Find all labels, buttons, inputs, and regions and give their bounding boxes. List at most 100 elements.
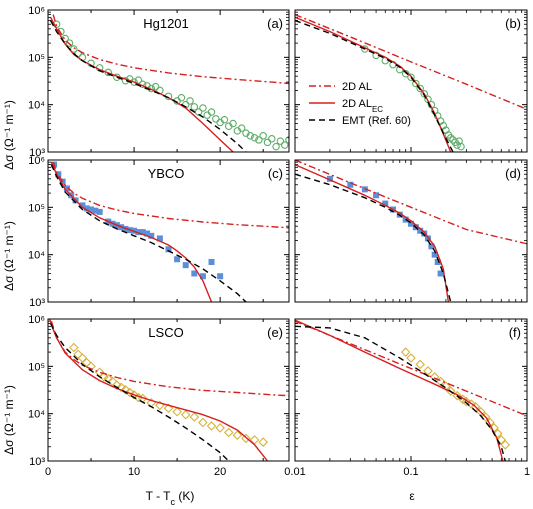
data-point <box>382 200 389 207</box>
data-point <box>207 108 216 116</box>
panel-frame <box>47 159 290 303</box>
panel-d: (d) <box>294 159 528 303</box>
x-axis-label-left: T - Tc (K) <box>146 489 195 507</box>
panel-frame <box>294 159 528 303</box>
data-point <box>237 124 246 132</box>
material-label: LSCO <box>148 325 183 340</box>
panel-c: 10³ 10⁴ 10⁵ 10⁶ (c) YBCO <box>28 155 290 309</box>
data-point <box>96 208 103 215</box>
data-point <box>151 82 160 91</box>
data-point <box>437 270 444 277</box>
legend-label: EMT (Ref. 60) <box>342 115 411 127</box>
data-point <box>124 387 135 398</box>
data-points <box>69 342 268 447</box>
x-tick-label: 0.1 <box>403 466 418 478</box>
data-points <box>326 175 444 277</box>
data-point <box>246 132 255 140</box>
series-line-0 <box>295 320 527 417</box>
data-point <box>70 45 78 53</box>
data-point <box>457 142 465 151</box>
panel-label: (b) <box>505 16 521 31</box>
data-points <box>51 161 224 280</box>
y-tick-label: 10⁶ <box>28 155 45 167</box>
series-lines <box>295 13 527 152</box>
data-point <box>407 73 415 81</box>
data-point <box>326 175 333 182</box>
panel-frame <box>294 9 528 153</box>
x-tick-label: 20 <box>214 466 226 478</box>
data-point <box>69 342 79 353</box>
series-line-1 <box>49 16 234 152</box>
data-point <box>452 390 462 401</box>
data-point <box>63 185 70 192</box>
data-point <box>496 435 507 445</box>
data-point <box>79 202 86 209</box>
data-point <box>272 142 280 151</box>
panel-frame <box>47 318 290 462</box>
y-tick-label: 10³ <box>29 297 45 309</box>
series-lines <box>295 319 527 461</box>
data-point <box>416 84 424 93</box>
data-point <box>217 273 224 280</box>
y-tick-label: 10³ <box>29 456 45 468</box>
data-point <box>83 205 90 212</box>
data-point <box>77 353 88 363</box>
data-point <box>177 93 186 102</box>
y-tick-label: 10⁵ <box>28 52 45 64</box>
data-point <box>139 229 146 236</box>
panel-label: (f) <box>509 325 521 340</box>
data-point <box>408 220 414 227</box>
data-point <box>212 115 220 123</box>
data-point <box>215 423 225 433</box>
material-label: YBCO <box>148 166 185 181</box>
series-line-0 <box>52 14 289 85</box>
data-point <box>480 412 491 422</box>
data-point <box>420 90 428 98</box>
data-point <box>199 104 207 112</box>
data-points <box>400 347 511 450</box>
panel-a: 10³ 10⁴ 10⁵ 10⁶ (a) Hg1201 <box>28 5 290 159</box>
data-point <box>276 137 285 145</box>
data-point <box>268 135 276 143</box>
data-point <box>255 136 263 144</box>
y-axis-label-middle: Δσ (Ω⁻¹ m⁻¹) <box>2 221 16 291</box>
data-point <box>189 412 200 422</box>
data-point <box>172 406 182 417</box>
data-point <box>135 229 142 236</box>
y-tick-label: 10⁴ <box>28 409 45 421</box>
series-line-0 <box>295 160 527 245</box>
data-point <box>203 111 211 119</box>
panel-frame <box>47 9 290 153</box>
data-point <box>186 97 194 105</box>
panel-label: (a) <box>267 16 283 31</box>
data-point <box>249 435 260 445</box>
data-point <box>373 192 380 199</box>
data-point <box>156 235 163 242</box>
data-point <box>199 273 206 280</box>
series-line-2 <box>295 19 454 152</box>
series-lines <box>295 160 527 302</box>
data-point <box>493 428 503 439</box>
series-lines <box>49 14 289 152</box>
series-line-1 <box>295 163 450 302</box>
data-point <box>347 181 354 188</box>
data-point <box>148 232 155 239</box>
data-points <box>361 45 465 151</box>
series-line-2 <box>295 325 506 461</box>
data-point <box>229 119 237 128</box>
data-point <box>88 206 95 213</box>
data-point <box>421 230 428 237</box>
data-point <box>120 384 131 395</box>
series-line-0 <box>295 13 527 110</box>
y-tick-label: 10⁵ <box>28 361 45 373</box>
data-point <box>258 437 268 447</box>
data-point <box>116 382 126 393</box>
series-line-2 <box>49 20 247 152</box>
data-point <box>263 138 272 147</box>
y-axis-label-bottom: Δσ (Ω⁻¹ m⁻¹) <box>2 385 16 455</box>
panel-frame <box>294 318 528 462</box>
data-point <box>434 258 441 265</box>
data-point <box>223 427 234 438</box>
series-line-2 <box>49 323 230 461</box>
